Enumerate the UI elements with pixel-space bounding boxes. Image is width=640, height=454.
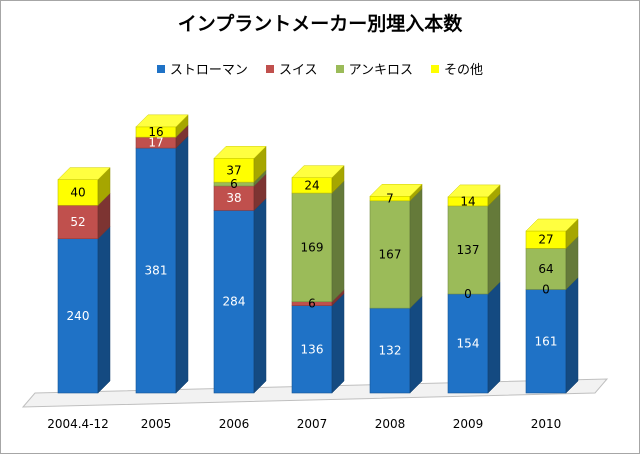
chart-title: インプラントメーカー別埋入本数 — [177, 13, 463, 35]
data-label: 137 — [457, 243, 480, 257]
data-label: 161 — [535, 334, 558, 348]
x-tick-label: 2006 — [219, 417, 250, 431]
data-label: 6 — [308, 297, 316, 311]
bar-segment — [57, 179, 99, 206]
data-label: 27 — [538, 233, 553, 247]
x-tick-label: 2009 — [453, 417, 484, 431]
data-label: 136 — [301, 342, 324, 356]
x-tick-label: 2004.4-12 — [47, 417, 109, 431]
legend-swatch — [156, 64, 165, 73]
legend-label: その他 — [444, 63, 484, 78]
legend-swatch — [265, 64, 274, 73]
bar-segment — [213, 185, 255, 211]
bar-segment — [447, 293, 489, 394]
bar-top — [135, 114, 189, 128]
legend-item: スイス — [265, 59, 318, 78]
data-label: 381 — [145, 264, 168, 278]
legend-item: その他 — [431, 59, 483, 78]
legend-swatch — [431, 64, 440, 73]
bar-segment — [57, 238, 99, 394]
bar-segment — [291, 192, 333, 303]
bar-segment — [525, 289, 567, 394]
bar-side — [565, 276, 579, 394]
bar-segment — [213, 210, 255, 394]
legend: ストローマン スイス アンキロス その他 — [1, 59, 639, 78]
bar-side — [331, 180, 345, 303]
legend-swatch — [335, 64, 344, 73]
bar-top — [213, 146, 267, 159]
data-label: 6 — [230, 177, 238, 191]
data-label: 132 — [379, 344, 402, 358]
data-label: 0 — [464, 287, 472, 301]
bar-top — [57, 167, 111, 180]
data-label: 37 — [226, 163, 241, 177]
data-label: 0 — [542, 283, 550, 297]
data-label: 52 — [70, 215, 85, 229]
bar-segment — [369, 200, 411, 309]
x-tick-label: 2007 — [297, 417, 328, 431]
bar-top — [369, 184, 423, 197]
legend-item: アンキロス — [335, 59, 414, 78]
bar-segment — [291, 305, 333, 394]
bar-side — [97, 226, 111, 394]
data-label: 169 — [301, 240, 324, 254]
bar-top — [525, 218, 579, 232]
bar-side — [487, 193, 501, 295]
bar-segment — [135, 147, 177, 394]
legend-label: スイス — [278, 63, 318, 78]
data-label: 154 — [457, 337, 480, 351]
data-label: 240 — [67, 309, 90, 323]
data-label: 24 — [304, 178, 319, 192]
bar-side — [409, 188, 423, 309]
data-label: 38 — [226, 191, 241, 205]
data-label: 167 — [379, 247, 402, 261]
bar-top — [291, 165, 345, 178]
data-label: 284 — [223, 295, 246, 309]
data-label: 40 — [70, 185, 85, 199]
x-tick-label: 2010 — [531, 417, 562, 431]
data-label: 64 — [538, 262, 553, 276]
bar-top — [447, 184, 501, 198]
data-label: 14 — [460, 194, 475, 208]
bar-side — [487, 281, 501, 394]
legend-label: アンキロス — [348, 63, 414, 78]
bar-side — [331, 292, 345, 394]
legend-item: ストローマン — [156, 59, 248, 78]
bar-side — [175, 135, 189, 394]
data-label: 17 — [148, 136, 163, 150]
data-label: 7 — [386, 192, 394, 206]
bar-side — [253, 197, 267, 394]
x-tick-label: 2005 — [141, 417, 172, 431]
bar-side — [409, 295, 423, 394]
bar-segment — [57, 204, 99, 240]
x-tick-label: 2008 — [375, 417, 406, 431]
legend-label: ストローマン — [169, 63, 248, 78]
bar-segment — [447, 205, 489, 295]
data-label: 16 — [148, 125, 163, 139]
